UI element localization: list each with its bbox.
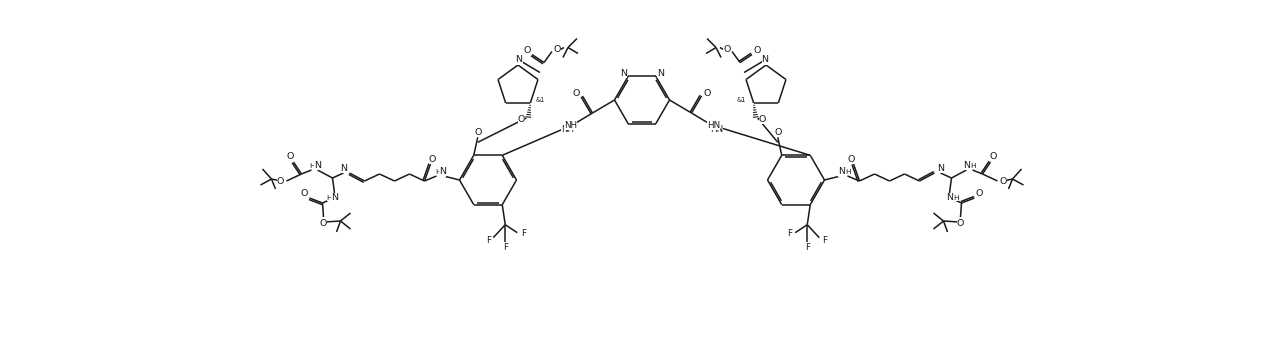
Text: H: H	[435, 169, 440, 175]
Text: NH: NH	[564, 121, 577, 129]
Text: O: O	[957, 218, 964, 227]
Text: O: O	[704, 89, 711, 97]
Text: O: O	[553, 45, 561, 54]
Text: &1: &1	[737, 97, 746, 103]
Text: HN: HN	[707, 121, 720, 129]
Text: N: N	[315, 162, 321, 170]
Text: O: O	[517, 116, 525, 124]
Text: N: N	[946, 193, 953, 202]
Text: O: O	[277, 177, 284, 187]
Text: H: H	[326, 195, 333, 201]
Text: O: O	[723, 45, 731, 54]
Text: O: O	[573, 89, 580, 97]
Text: H: H	[845, 169, 850, 175]
Text: N: N	[331, 193, 338, 202]
Text: O: O	[847, 154, 855, 164]
Text: F: F	[485, 236, 490, 245]
Text: F: F	[822, 236, 827, 245]
Text: &1: &1	[535, 97, 544, 103]
Text: N: N	[761, 55, 769, 65]
Text: O: O	[286, 152, 294, 162]
Text: H: H	[309, 163, 316, 169]
Text: F: F	[503, 243, 507, 252]
Text: O: O	[474, 128, 482, 137]
Text: O: O	[429, 154, 437, 164]
Text: O: O	[300, 190, 308, 198]
Text: O: O	[1000, 177, 1007, 187]
Text: N: N	[963, 162, 969, 170]
Text: H: H	[953, 195, 958, 201]
Text: O: O	[774, 128, 782, 137]
Text: O: O	[990, 152, 998, 162]
Text: F: F	[787, 229, 792, 238]
Text: N: N	[515, 55, 523, 65]
Text: N: N	[439, 168, 446, 176]
Text: F: F	[521, 229, 525, 238]
Text: O: O	[759, 116, 767, 124]
Text: N: N	[937, 165, 944, 173]
Text: F: F	[805, 243, 810, 252]
Text: N: N	[838, 168, 845, 176]
Text: N: N	[657, 69, 664, 78]
Text: O: O	[524, 46, 530, 55]
Text: O: O	[976, 190, 984, 198]
Text: HN: HN	[710, 124, 723, 134]
Text: NH: NH	[561, 124, 574, 134]
Text: O: O	[320, 218, 327, 227]
Text: N: N	[340, 165, 347, 173]
Text: H: H	[969, 163, 976, 169]
Text: N: N	[620, 69, 627, 78]
Text: O: O	[754, 46, 760, 55]
